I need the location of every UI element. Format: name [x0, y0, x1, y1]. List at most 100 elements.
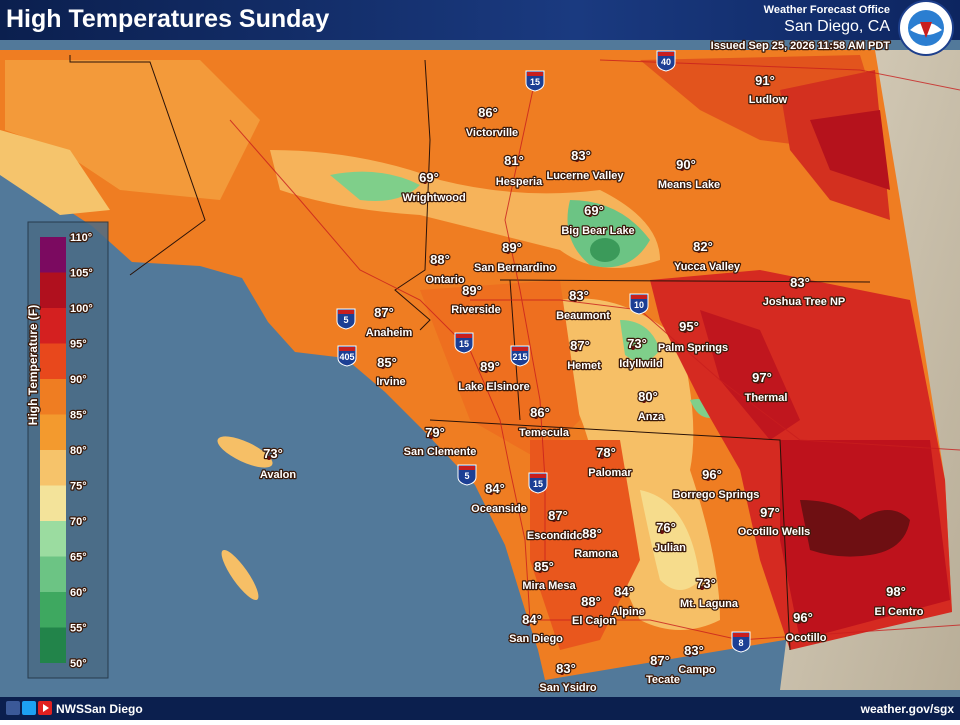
city-name: Palm Springs	[658, 342, 728, 354]
legend-tick-label: 75°	[70, 481, 87, 493]
legend-tick-label: 50°	[70, 658, 87, 670]
legend-swatch	[40, 414, 66, 450]
footer-handle: NWSSan Diego	[56, 702, 143, 716]
city-name: Thermal	[745, 392, 788, 404]
city-name: Alpine	[611, 606, 645, 618]
highway-number: 405	[339, 352, 354, 362]
highway-number: 8	[738, 638, 743, 648]
city-dot	[466, 293, 470, 297]
city-temp: 73°	[696, 576, 716, 591]
city-dot	[794, 285, 798, 289]
city-dot	[560, 671, 564, 675]
highway-shield-top	[527, 72, 543, 76]
highway-number: 5	[464, 471, 469, 481]
city-temp: 98°	[886, 584, 906, 599]
legend-tick-label: 80°	[70, 445, 87, 457]
city-dot	[706, 477, 710, 481]
city-dot	[552, 518, 556, 522]
legend-tick-label: 60°	[70, 587, 87, 599]
city-temp: 73°	[627, 336, 647, 351]
city-name: Avalon	[260, 469, 297, 481]
legend-swatch	[40, 237, 66, 273]
legend-tick-label: 70°	[70, 516, 87, 528]
highway-shield-top	[459, 466, 475, 470]
city-name: Anaheim	[366, 327, 413, 339]
city-name: Yucca Valley	[674, 261, 741, 273]
legend-tick-label: 90°	[70, 374, 87, 386]
highway-shield-top	[530, 474, 546, 478]
city-dot	[890, 594, 894, 598]
highway-number: 15	[530, 77, 540, 87]
city-dot	[683, 329, 687, 333]
city-temp: 78°	[596, 445, 616, 460]
city-name: Idyllwild	[619, 358, 662, 370]
legend-tick-label: 105°	[70, 268, 93, 280]
highway-shield-top	[338, 310, 354, 314]
city-dot	[378, 315, 382, 319]
city-dot	[575, 158, 579, 162]
city-dot	[631, 346, 635, 350]
city-temp: 86°	[530, 405, 550, 420]
city-name: Temecula	[519, 427, 570, 439]
city-dot	[700, 586, 704, 590]
city-temp: 91°	[755, 73, 775, 88]
city-temp: 83°	[556, 661, 576, 676]
city-temp: 73°	[263, 446, 283, 461]
legend-swatch	[40, 379, 66, 415]
city-dot	[574, 348, 578, 352]
city-dot	[534, 415, 538, 419]
city-dot	[588, 213, 592, 217]
city-dot	[381, 365, 385, 369]
city-dot	[764, 515, 768, 519]
city-dot	[759, 83, 763, 87]
city-name: Oceanside	[471, 503, 527, 515]
city-name: Ontario	[425, 274, 464, 286]
city-temp: 96°	[702, 467, 722, 482]
city-temp: 79°	[425, 425, 445, 440]
city-dot	[484, 369, 488, 373]
city-dot	[586, 536, 590, 540]
city-temp: 97°	[760, 505, 780, 520]
legend-tick-label: 85°	[70, 410, 87, 422]
legend-tick-label: 110°	[70, 232, 92, 244]
city-name: Riverside	[451, 304, 501, 316]
nws-logo	[898, 0, 954, 56]
city-name: Tecate	[646, 674, 680, 686]
city-dot	[423, 180, 427, 184]
city-name: Ocotillo	[786, 632, 827, 644]
city-temp: 84°	[522, 612, 542, 627]
city-dot	[797, 620, 801, 624]
highway-number: 215	[512, 352, 527, 362]
highway-shield-top	[733, 633, 749, 637]
city-temp: 76°	[656, 520, 676, 535]
legend-tick-label: 55°	[70, 623, 87, 635]
city-temp: 95°	[679, 319, 699, 334]
city-name: San Clemente	[404, 446, 477, 458]
city-dot	[538, 569, 542, 573]
city-name: Mira Mesa	[522, 580, 576, 592]
social-icons	[6, 701, 52, 715]
city-name: Anza	[638, 411, 665, 423]
legend-swatch	[40, 308, 66, 344]
footer-bar	[0, 697, 960, 720]
city-name: Ocotillo Wells	[738, 526, 811, 538]
legend-tick-label: 100°	[70, 303, 93, 315]
temperature-shading	[0, 55, 952, 650]
county-lines	[69, 55, 871, 651]
city-name: Palomar	[588, 467, 632, 479]
city-name: Escondido	[527, 530, 584, 542]
city-temp: 90°	[676, 157, 696, 172]
city-temp: 83°	[790, 275, 810, 290]
city-name: Lake Elsinore	[458, 381, 530, 393]
highway-number: 15	[533, 479, 543, 489]
city-temp: 87°	[548, 508, 568, 523]
city-temp: 82°	[693, 239, 713, 254]
legend-swatch	[40, 627, 66, 663]
legend-swatch	[40, 343, 66, 379]
city-dot	[756, 380, 760, 384]
city-name: Means Lake	[658, 179, 720, 191]
highway-number: 40	[661, 57, 671, 67]
city-dot	[506, 250, 510, 254]
city-temp: 88°	[582, 526, 602, 541]
